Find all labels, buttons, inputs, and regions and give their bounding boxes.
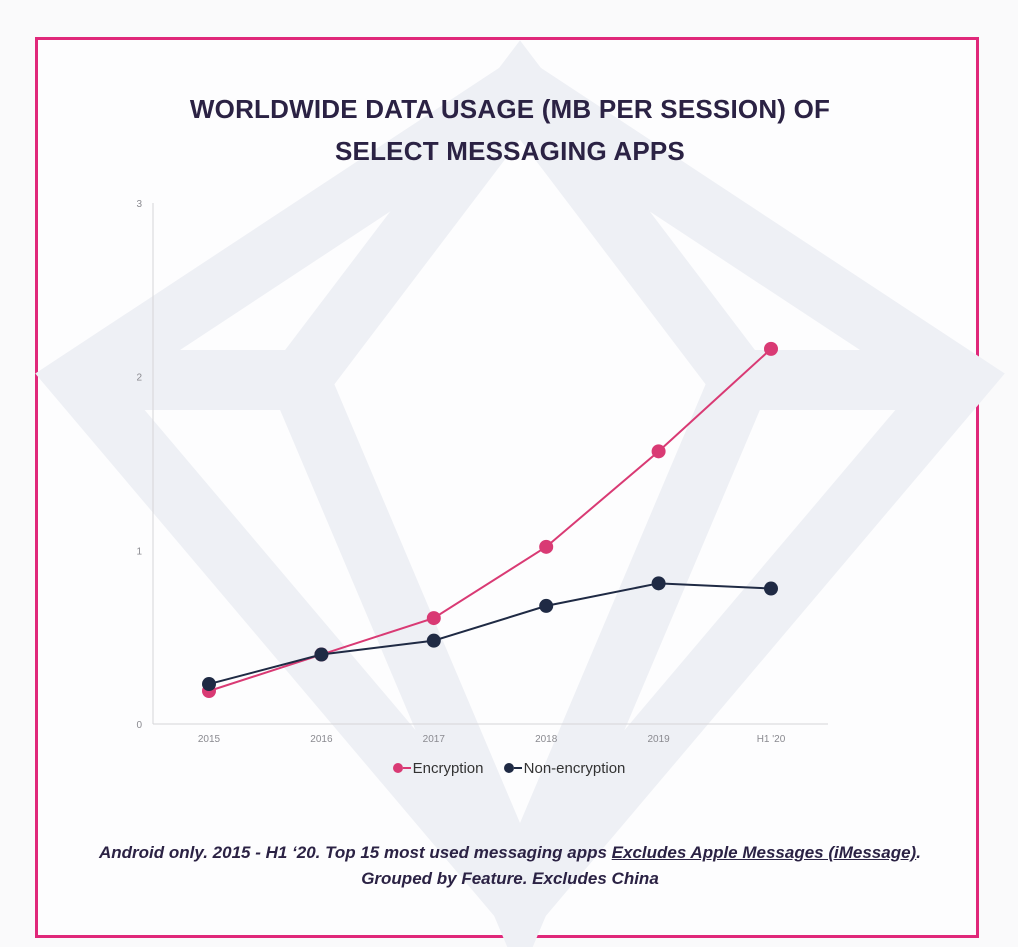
legend-marker-encryption	[392, 763, 403, 774]
x-tick-label: 2019	[647, 734, 670, 745]
chart-title-line-2: SELECT MESSAGING APPS	[335, 136, 685, 166]
series-line-encryption	[208, 348, 772, 692]
legend-item-non-encryption: Non-encryption	[503, 760, 626, 777]
legend-label-non-encryption: Non-encryption	[523, 760, 626, 777]
x-tick-label: 2016	[310, 734, 333, 745]
data-point-non-encryption	[539, 598, 554, 613]
chart-series	[202, 341, 778, 699]
series-line-non-encryption	[208, 582, 772, 686]
chart-title: WORLDWIDE DATA USAGE (MB PER SESSION) OF…	[120, 88, 900, 172]
data-point-encryption	[426, 611, 441, 626]
footnote-link[interactable]: Excludes Apple Messages (iMessage)	[611, 843, 917, 862]
data-point-non-encryption	[314, 647, 329, 662]
data-point-non-encryption	[426, 633, 441, 648]
x-tick-label: 2017	[423, 734, 446, 745]
chart-axes: 0 1 2 3 2015 2016 2017 2018 2019 H1 '20	[136, 199, 828, 745]
y-tick-label: 1	[136, 546, 142, 557]
legend-item-encryption: Encryption	[392, 760, 484, 777]
footnote-text-after: . Grouped by Feature. Excludes China	[361, 843, 921, 888]
y-tick-label: 2	[136, 373, 142, 384]
chart-legend: Encryption Non-encryption	[0, 760, 1018, 777]
chart-footnote: Android only. 2015 - H1 ‘20. Top 15 most…	[80, 840, 940, 892]
legend-label-encryption: Encryption	[412, 760, 484, 777]
x-tick-label: 2018	[535, 734, 558, 745]
y-tick-label: 0	[136, 720, 142, 731]
data-point-non-encryption	[202, 677, 216, 692]
footnote-text-before: Android only. 2015 - H1 ‘20. Top 15 most…	[99, 843, 612, 862]
legend-marker-non-encryption	[503, 763, 514, 774]
chart-title-line-1: WORLDWIDE DATA USAGE (MB PER SESSION) OF	[189, 94, 831, 124]
data-point-encryption	[651, 444, 666, 459]
data-point-encryption	[539, 539, 554, 554]
data-point-encryption	[764, 341, 778, 356]
data-point-non-encryption	[651, 576, 666, 591]
data-point-non-encryption	[764, 581, 778, 596]
x-tick-label: 2015	[198, 734, 221, 745]
y-tick-label: 3	[136, 199, 142, 210]
x-tick-label: H1 '20	[757, 734, 786, 745]
